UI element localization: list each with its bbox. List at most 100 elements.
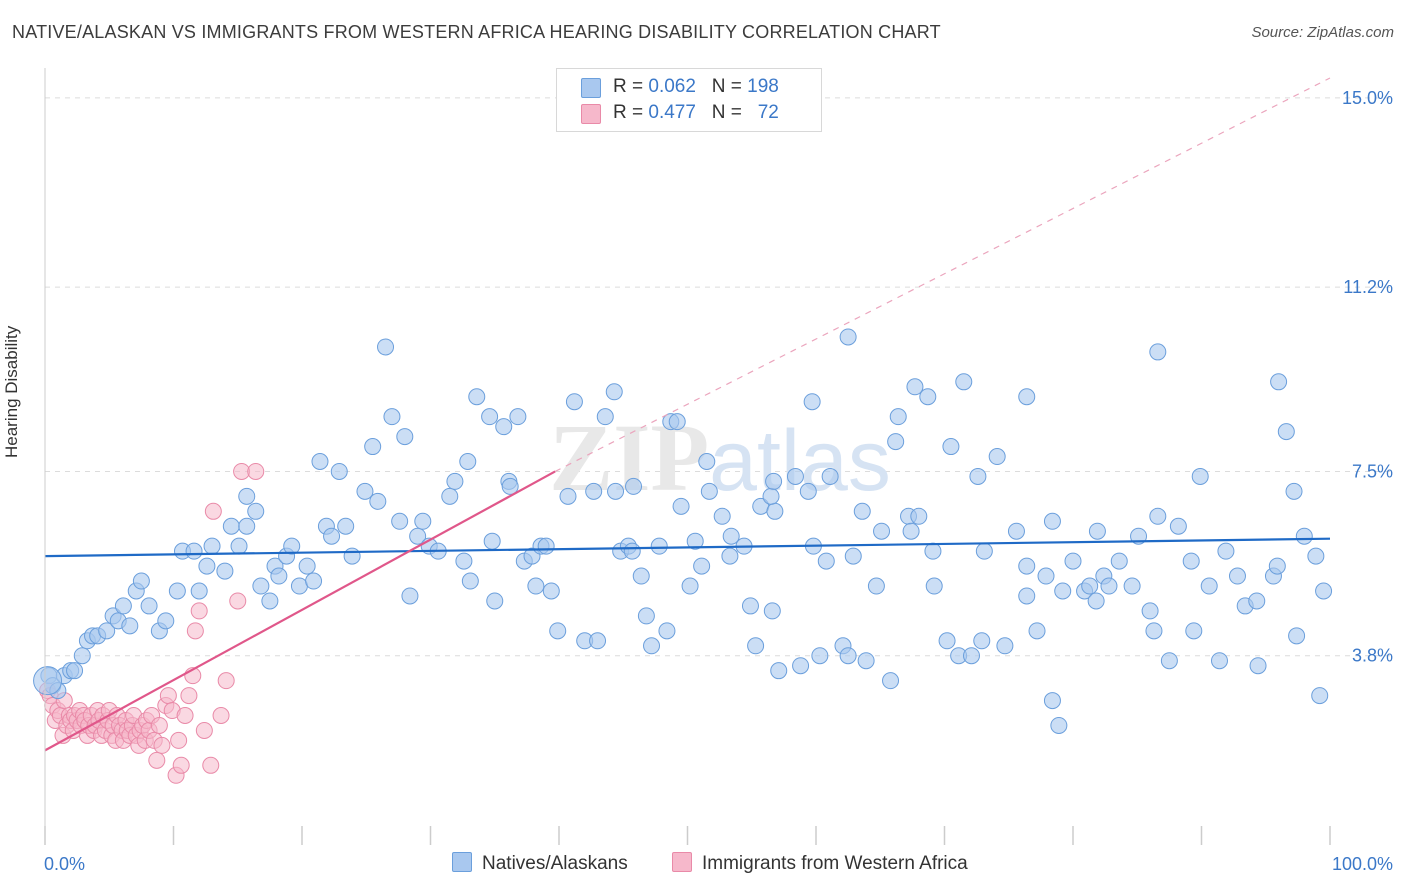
point-natives-alaskans — [817, 552, 835, 570]
point-natives-alaskans — [377, 338, 395, 356]
point-natives-alaskans — [1037, 567, 1055, 585]
point-natives-alaskans — [902, 522, 920, 540]
point-natives-alaskans — [1064, 552, 1082, 570]
point-natives-alaskans — [1149, 507, 1167, 525]
legend-r-value: 0.477 — [648, 102, 696, 123]
point-natives-alaskans — [483, 532, 501, 550]
point-natives-alaskans — [542, 582, 560, 600]
point-natives-alaskans — [509, 408, 527, 426]
bottom-legend-swatch-blue — [452, 852, 472, 872]
point-immigrants-western-africa — [176, 707, 194, 725]
point-natives-alaskans — [114, 597, 132, 615]
point-natives-alaskans — [1050, 716, 1068, 734]
point-natives-alaskans — [906, 378, 924, 396]
point-natives-alaskans — [596, 408, 614, 426]
point-natives-alaskans — [446, 472, 464, 490]
bottom-legend-label-natives: Natives/Alaskans — [482, 853, 628, 874]
point-natives-alaskans — [132, 572, 150, 590]
point-immigrants-western-africa — [170, 731, 188, 749]
point-natives-alaskans — [1087, 592, 1105, 610]
point-natives-alaskans — [681, 577, 699, 595]
point-immigrants-western-africa — [190, 602, 208, 620]
legend-n-label: N = — [711, 76, 742, 97]
point-immigrants-western-africa — [233, 462, 251, 480]
legend-r-label: R = — [613, 76, 644, 97]
y-tick-label: 7.5% — [1352, 461, 1393, 481]
point-natives-alaskans — [799, 482, 817, 500]
point-natives-alaskans — [925, 577, 943, 595]
point-natives-alaskans — [1160, 652, 1178, 670]
point-natives-alaskans — [1123, 577, 1141, 595]
point-natives-alaskans — [585, 482, 603, 500]
point-natives-alaskans — [323, 527, 341, 545]
point-natives-alaskans — [409, 527, 427, 545]
point-natives-alaskans — [821, 467, 839, 485]
point-natives-alaskans — [559, 487, 577, 505]
point-natives-alaskans — [238, 517, 256, 535]
point-natives-alaskans — [887, 433, 905, 451]
point-immigrants-western-africa — [217, 672, 235, 690]
point-natives-alaskans — [198, 557, 216, 575]
legend-n-value: 198 — [747, 76, 779, 97]
point-natives-alaskans — [867, 577, 885, 595]
point-natives-alaskans — [1248, 592, 1266, 610]
point-natives-alaskans — [1149, 343, 1167, 361]
point-natives-alaskans — [481, 408, 499, 426]
point-natives-alaskans — [713, 507, 731, 525]
point-natives-alaskans — [396, 428, 414, 446]
point-natives-alaskans — [1088, 522, 1106, 540]
point-natives-alaskans — [803, 393, 821, 411]
point-natives-alaskans — [1043, 512, 1061, 530]
point-natives-alaskans — [168, 582, 186, 600]
chart-title: NATIVE/ALASKAN VS IMMIGRANTS FROM WESTER… — [12, 22, 941, 42]
trend-line-immigrants — [44, 470, 556, 752]
bottom-legend-swatch-pink — [672, 852, 692, 872]
point-natives-alaskans — [1007, 522, 1025, 540]
point-natives-alaskans — [1145, 622, 1163, 640]
point-natives-alaskans — [857, 652, 875, 670]
point-natives-alaskans — [686, 532, 704, 550]
legend-n-label: N = — [711, 102, 742, 123]
point-natives-alaskans — [973, 632, 991, 650]
point-natives-alaskans — [369, 492, 387, 510]
point-natives-alaskans — [216, 562, 234, 580]
point-natives-alaskans — [853, 502, 871, 520]
point-natives-alaskans — [637, 607, 655, 625]
point-natives-alaskans — [98, 622, 116, 640]
point-natives-alaskans — [792, 657, 810, 675]
point-natives-alaskans — [230, 537, 248, 555]
legend-swatch-pink — [581, 104, 601, 124]
point-natives-alaskans — [1315, 582, 1333, 600]
point-natives-alaskans — [1100, 577, 1118, 595]
point-natives-alaskans-large — [33, 666, 63, 696]
point-natives-alaskans — [486, 592, 504, 610]
point-immigrants-western-africa — [229, 592, 247, 610]
point-natives-alaskans — [468, 388, 486, 406]
point-natives-alaskans — [311, 453, 329, 470]
point-natives-alaskans — [549, 622, 567, 640]
point-natives-alaskans — [975, 542, 993, 560]
point-natives-alaskans — [1249, 657, 1267, 675]
point-natives-alaskans — [1228, 567, 1246, 585]
point-natives-alaskans — [1018, 587, 1036, 605]
point-natives-alaskans — [766, 502, 784, 520]
point-natives-alaskans — [414, 512, 432, 530]
point-natives-alaskans — [343, 547, 361, 565]
point-immigrants-western-africa — [159, 687, 177, 705]
point-natives-alaskans — [527, 577, 545, 595]
point-natives-alaskans — [537, 537, 555, 555]
point-natives-alaskans — [222, 517, 240, 535]
point-natives-alaskans — [658, 622, 676, 640]
point-natives-alaskans — [589, 632, 607, 650]
point-natives-alaskans — [203, 537, 221, 555]
point-natives-alaskans — [455, 552, 473, 570]
point-natives-alaskans — [623, 542, 641, 560]
point-immigrants-western-africa — [153, 736, 171, 754]
y-tick-label: 15.0% — [1342, 88, 1393, 108]
point-natives-alaskans — [238, 487, 256, 505]
point-natives-alaskans — [1210, 652, 1228, 670]
point-natives-alaskans — [298, 557, 316, 575]
point-natives-alaskans — [1268, 557, 1286, 575]
point-immigrants-western-africa — [150, 716, 168, 734]
